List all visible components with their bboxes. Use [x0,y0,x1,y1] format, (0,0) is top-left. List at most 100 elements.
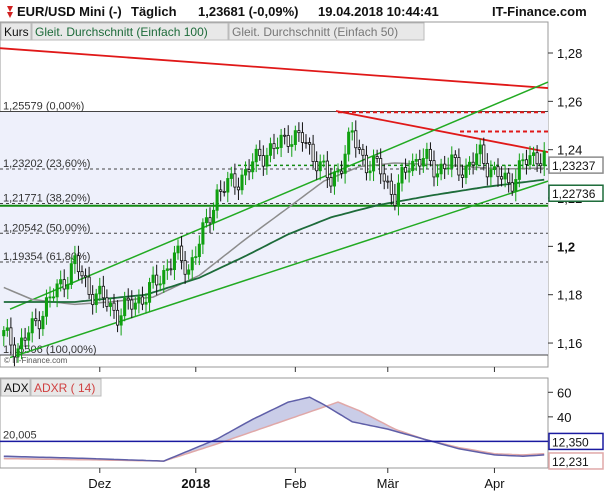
adx-layer: 20,005 60 40 12,350 12,231 [0,385,604,470]
candle-body [23,337,27,341]
candle-body [180,245,184,262]
candle-body [229,173,233,179]
candle-body [101,285,105,299]
legend-adxr: ADXR ( 14) [34,381,95,395]
candle-body [251,161,255,173]
candle-body [133,302,137,310]
candle-body [471,161,475,166]
legend-kurs-box[interactable] [0,22,32,41]
legend-kurs: Kurs [4,25,29,39]
time-axis: Dez 2018 Feb Mär Apr [88,367,505,491]
candle-body [350,130,354,133]
candle-body [123,297,127,317]
candle-body [105,297,109,307]
candle-body [258,148,262,157]
fib-label: 1,23202 (23,60%) [3,158,90,170]
candle-body [382,173,386,182]
adx-value-label: 12,350 [552,435,589,449]
candle-body [443,163,447,169]
x-tick-label: 2018 [181,476,210,491]
candle-body [244,169,248,176]
fib-label: 1,19354 (61,80%) [3,251,90,263]
candle-body [407,170,411,173]
adx-fill [3,397,545,462]
legend-adx-box[interactable] [0,378,31,397]
candle-body [489,169,493,178]
legend-sma50: Gleit. Durchschnitt (Einfach 50) [232,25,398,39]
down-arrow-icon [7,12,13,18]
candle-body [69,263,73,285]
candle-body [268,143,272,156]
legend-sma100-box[interactable] [31,22,229,41]
adxr-line [3,401,545,462]
fib-label: 1,25579 (0,00%) [3,101,84,113]
candle-body [190,257,194,271]
chevron-down-icon[interactable] [7,6,13,12]
candle-body [432,160,436,178]
candle-body [329,177,333,187]
candle-body [436,173,440,178]
fib-label: 1,20542 (50,00%) [3,222,90,234]
candle-body [521,159,525,162]
candle-body [187,269,191,275]
candle-body [247,169,251,173]
x-tick-label: Dez [88,476,111,491]
candle-body [73,255,77,265]
candle-body [439,163,443,175]
candle-body [340,170,344,174]
candle-body [208,217,212,224]
candle-body [478,144,482,155]
adx-y-tick-label: 60 [557,385,571,400]
candle-body [183,260,187,275]
datetime-label: 19.04.2018 10:44:41 [318,4,439,19]
y-tick-label: 1,24 [557,143,582,158]
adx-value-box [548,432,604,451]
adx-line [3,396,545,462]
candle-body [372,156,376,172]
candle-body [169,268,173,271]
candle-body [236,186,240,191]
candle-body [162,270,166,285]
candle-body [389,180,393,195]
candle-body [2,330,6,337]
candle-body [411,160,415,172]
candle-body [539,163,543,167]
legend-adxr-box[interactable] [30,378,102,397]
candle-body [265,154,269,167]
candle-body [254,148,258,163]
adx-value-box [548,452,604,470]
candle-body [482,144,486,164]
price-tag-box [548,184,604,202]
candle-body [332,171,336,187]
candles [2,120,546,367]
candle-body [5,327,9,331]
candle-body [279,134,283,148]
candle-body [425,148,429,159]
y-tick-label: 1,28 [557,46,582,61]
candle-body [492,166,496,171]
interval-label[interactable]: Täglich [131,4,177,19]
candle-body [404,167,408,173]
candle-body [308,142,312,145]
candle-body [91,294,95,306]
candle-body [140,296,144,305]
candle-body [12,344,16,358]
x-tick-label: Apr [484,476,505,491]
candle-body [318,161,322,172]
candle-body [286,135,290,147]
candle-body [48,296,52,299]
candle-body [375,156,379,159]
candle-body [165,268,169,271]
y-tick-label: 1,16 [557,336,582,351]
candle-body [87,276,91,295]
candle-body [130,299,134,310]
candle-body [354,130,358,149]
fib-levels: 1,25579 (0,00%) 1,23202 (23,60%) 1,21771 (… [0,101,548,356]
quote-value: 1,23681 (-0,09%) [198,4,298,19]
candle-body [55,283,59,298]
candle-body [204,217,208,224]
candle-body [514,179,518,192]
y-tick-label: 1,2 [557,239,575,254]
candle-body [219,189,223,192]
legend-sma50-box[interactable] [228,22,425,41]
